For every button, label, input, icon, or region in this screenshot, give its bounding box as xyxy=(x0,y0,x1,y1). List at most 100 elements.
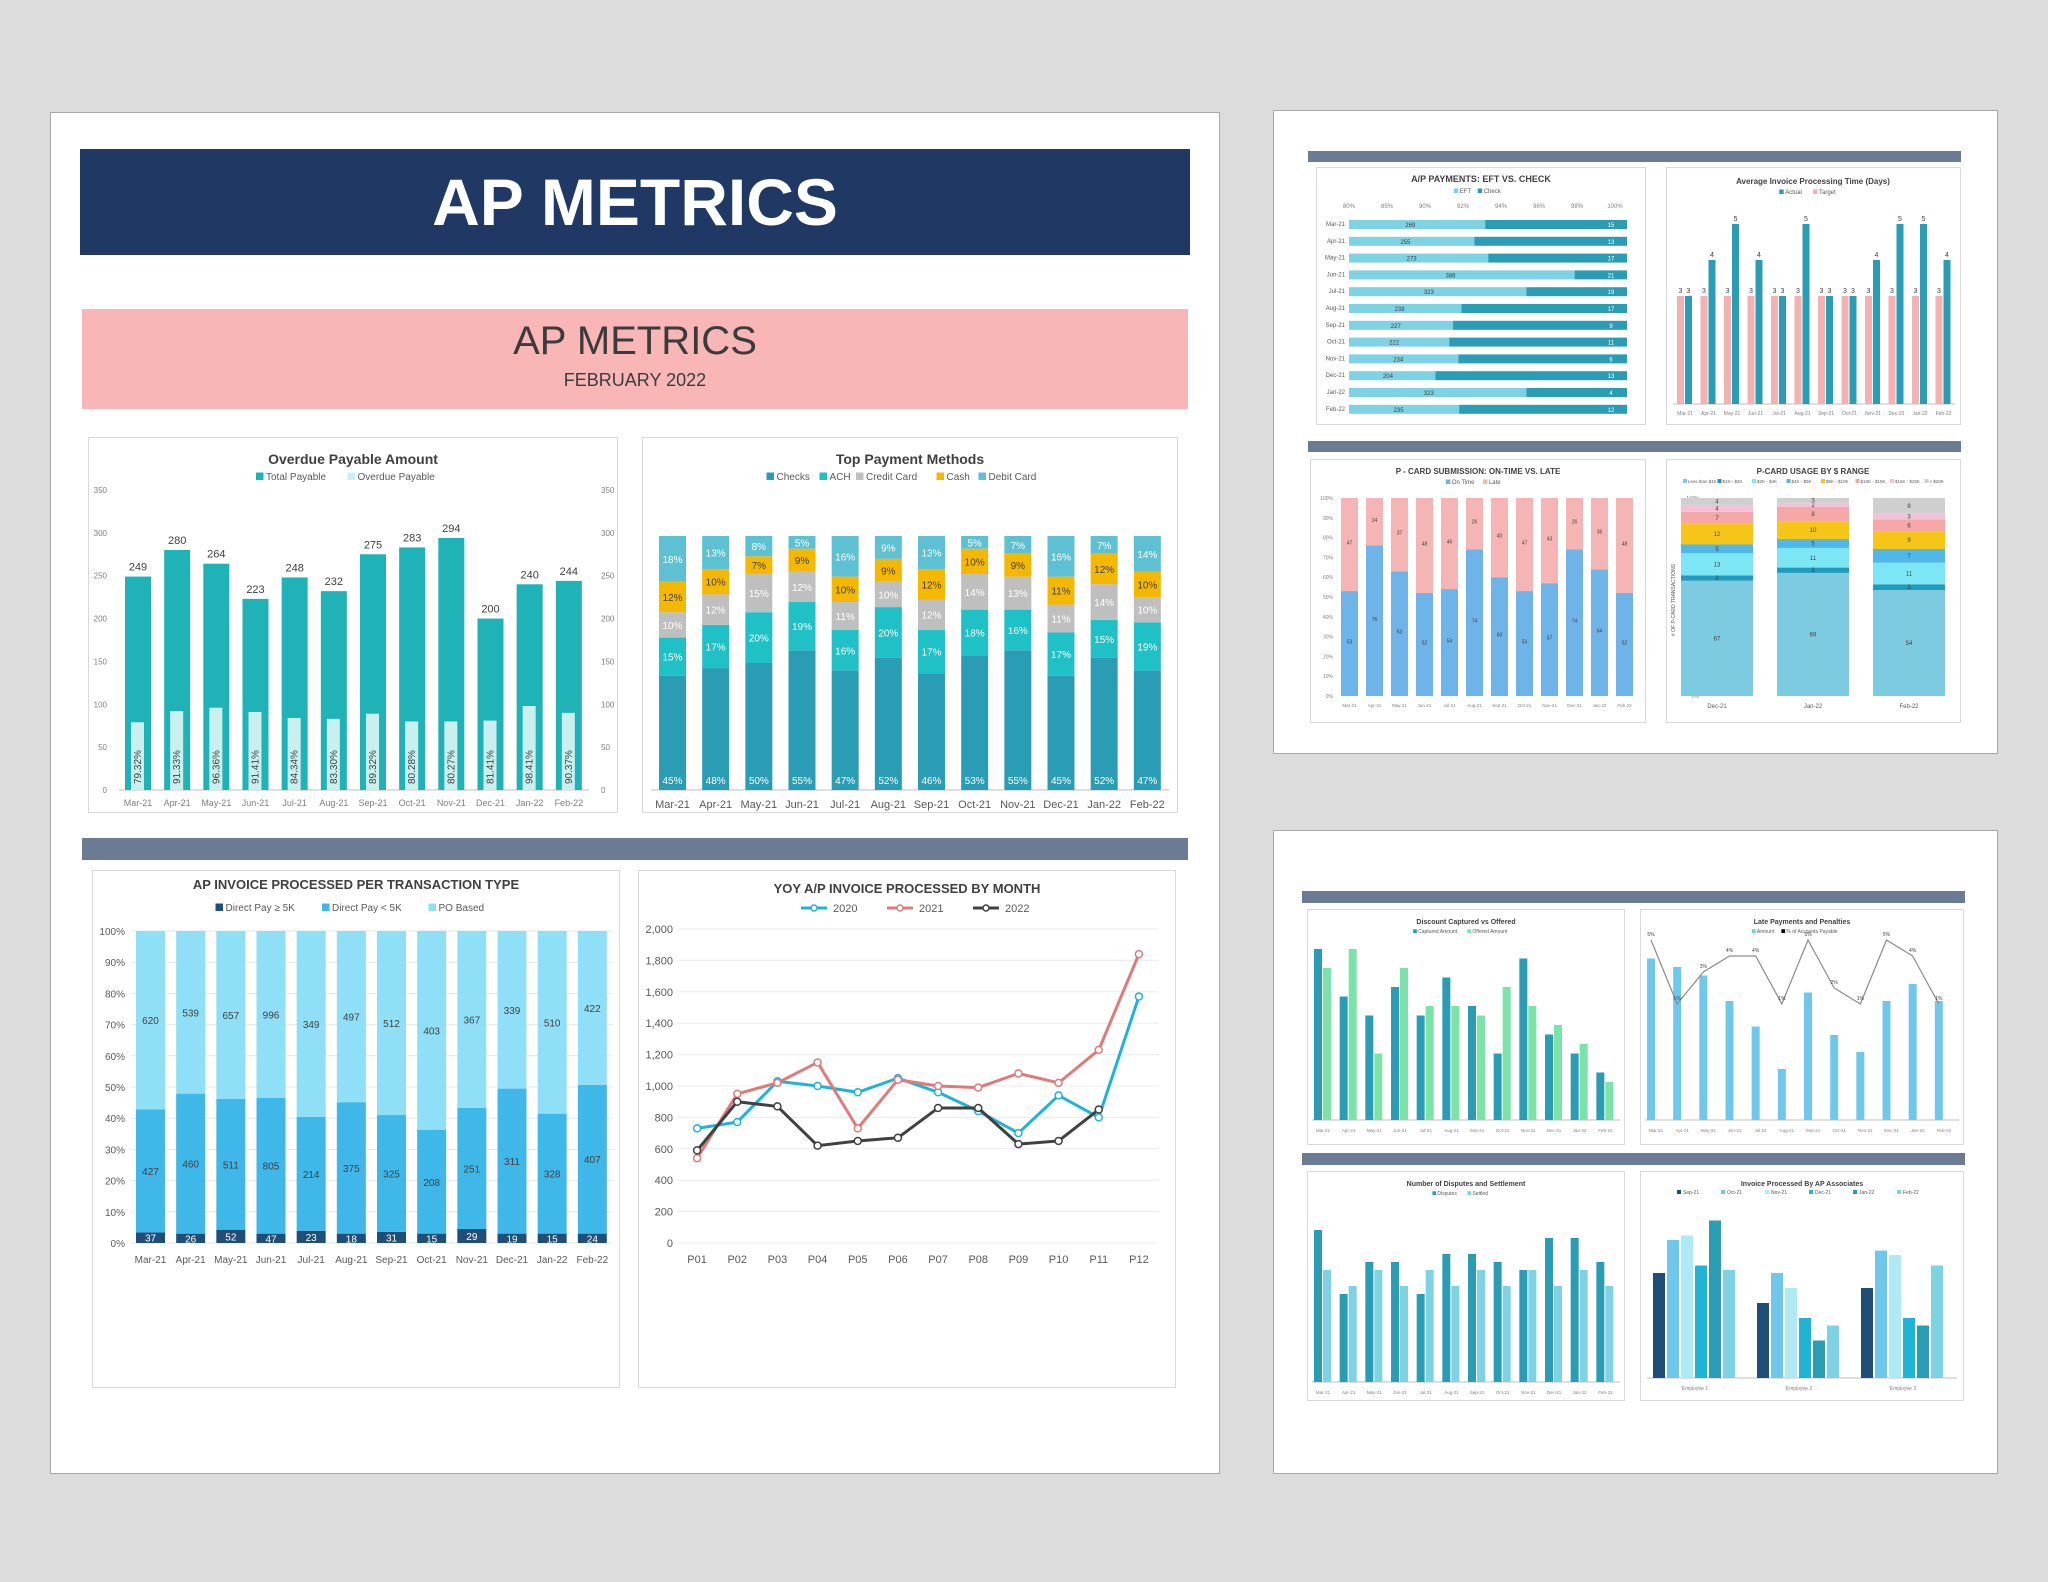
segment-label: 10% xyxy=(878,590,898,601)
target-bar xyxy=(1724,296,1731,404)
series-point-2021 xyxy=(733,1089,742,1099)
segment-label: 403 xyxy=(423,1026,440,1037)
segment-debit-card xyxy=(745,536,773,557)
segment-po-based xyxy=(256,931,286,1098)
range-segment xyxy=(1777,506,1849,522)
x-tick: Dec-21 xyxy=(1043,799,1078,811)
x-tick: Oct-21 xyxy=(1518,703,1532,708)
segment-label: 5% xyxy=(967,538,982,549)
x-tick: Aug-21 xyxy=(1780,1128,1795,1133)
segment-label: 19 xyxy=(506,1234,518,1245)
segment-label: 14% xyxy=(1094,598,1114,609)
x-tick: P10 xyxy=(1049,1254,1069,1266)
y-tick: 90% xyxy=(105,958,125,969)
y-tick: 200 xyxy=(655,1207,673,1219)
eft-label: 255 xyxy=(1400,240,1411,246)
segment-direct-pay-large xyxy=(216,1229,246,1243)
overdue-pct-label: 98.41% xyxy=(525,750,536,784)
yoy-chart-panel: YOY A/P INVOICE PROCESSED BY MONTH 2020 20… xyxy=(638,870,1176,1388)
captured-bar xyxy=(1314,949,1322,1120)
segment-debit-card xyxy=(1004,536,1032,554)
range-segment xyxy=(1777,572,1849,696)
x-tick: Mar-21 xyxy=(655,799,690,811)
segment-direct-pay-large xyxy=(256,1233,286,1243)
series-point-2020 xyxy=(1014,1128,1023,1138)
late_pay-legend-label: Amount xyxy=(1757,929,1775,935)
total-label: 248 xyxy=(285,562,303,574)
actual-bar xyxy=(1755,260,1763,404)
banner-title: AP METRICS xyxy=(432,165,838,239)
x-tick: Mar-21 xyxy=(135,1255,167,1266)
legend-swatch xyxy=(1721,1190,1725,1194)
target-label: 3 xyxy=(1773,288,1777,295)
segment-direct-pay-small xyxy=(577,1084,607,1234)
actual-bar xyxy=(1826,296,1833,404)
segment-po-based xyxy=(537,931,567,1114)
amount-bar xyxy=(1725,1001,1734,1120)
segment-label: 10% xyxy=(662,621,682,632)
range-label: 69 xyxy=(1810,632,1817,638)
segment-ach xyxy=(874,607,902,658)
overdue-pct-label: 84.34% xyxy=(290,750,301,784)
segment-label: 9% xyxy=(795,556,810,567)
check-label: 19 xyxy=(1608,290,1615,296)
x-tick: Dec-21 xyxy=(1547,1128,1562,1133)
total-label: 283 xyxy=(403,532,421,544)
segment-direct-pay-large xyxy=(176,1233,206,1243)
x-tick: Nov-21 xyxy=(456,1255,489,1266)
x-tick: Jun-21 xyxy=(1748,411,1764,417)
eft-bar xyxy=(1349,253,1489,263)
amount-bar xyxy=(1751,1026,1760,1120)
offered-bar xyxy=(1477,1015,1485,1120)
eft-bar xyxy=(1349,371,1436,381)
yoy-chart: YOY A/P INVOICE PROCESSED BY MONTH 2020 20… xyxy=(645,881,1159,1266)
x-tick: Aug-21 xyxy=(1794,411,1810,417)
segment-checks xyxy=(918,673,945,790)
segment-cash xyxy=(874,558,902,582)
segment-direct-pay-large xyxy=(136,1232,165,1243)
range-label: 3 xyxy=(1811,499,1815,505)
late-bar xyxy=(1541,498,1558,584)
x-tick: Nov-21 xyxy=(1858,1128,1873,1133)
y-tick: 60% xyxy=(1323,575,1334,581)
range-label: 6 xyxy=(1907,523,1911,529)
series-point-2022 xyxy=(773,1102,782,1111)
invoice-type-chart: AP INVOICE PROCESSED PER TRANSACTION TYP… xyxy=(99,877,613,1266)
y-tick-right: 300 xyxy=(601,529,615,538)
segment-credit-card xyxy=(1047,604,1075,633)
check-label: 4 xyxy=(1609,391,1613,397)
x-tick: Apr-21 xyxy=(1368,703,1382,708)
segment-checks xyxy=(1004,650,1032,790)
segment-ach xyxy=(788,602,816,651)
eft-legend-swatch xyxy=(1477,188,1483,193)
x-tick: Sep-21 xyxy=(375,1255,408,1266)
segment-credit-card xyxy=(831,602,859,630)
legend-swatch xyxy=(1924,479,1929,483)
y-tick: 30% xyxy=(1323,635,1334,641)
x-tick: Feb-22 xyxy=(576,1255,608,1266)
segment-po-based xyxy=(577,931,607,1085)
x-tick: Jan-22 xyxy=(1573,1390,1587,1395)
actual-label: 4 xyxy=(1710,252,1714,259)
eft-bar xyxy=(1349,287,1527,297)
segment-po-based xyxy=(176,931,206,1094)
series-point-2022 xyxy=(813,1141,822,1150)
overdue-chart-panel: Overdue Payable Amount Total Payable Overd… xyxy=(88,437,618,813)
eft-label: 227 xyxy=(1391,324,1402,330)
segment-label: 29 xyxy=(466,1232,478,1243)
series-point-2021 xyxy=(1094,1045,1103,1055)
segment-label: 7% xyxy=(1011,541,1026,552)
ontime-label: 53 xyxy=(1522,640,1528,646)
segment-label: 349 xyxy=(303,1020,320,1031)
chart-title: P-CARD USAGE BY $ RANGE xyxy=(1757,467,1870,476)
overdue-pct-label: 91.33% xyxy=(172,750,183,784)
y-tick-right: 150 xyxy=(601,657,615,666)
eft-chart-panel: A/P PAYMENTS: EFT VS. CHECK EFT Check 80% 85… xyxy=(1316,167,1646,425)
disputes-bar xyxy=(1339,1294,1348,1382)
segment-credit-card xyxy=(1133,596,1161,623)
late-bar xyxy=(1466,498,1483,550)
segment-debit-card xyxy=(659,536,686,582)
x-tick: Mar-21 xyxy=(1677,411,1693,417)
late-label: 48 xyxy=(1622,542,1628,548)
disputes-chart-panel: Number of Disputes and Settlement Dispute… xyxy=(1307,1171,1625,1401)
